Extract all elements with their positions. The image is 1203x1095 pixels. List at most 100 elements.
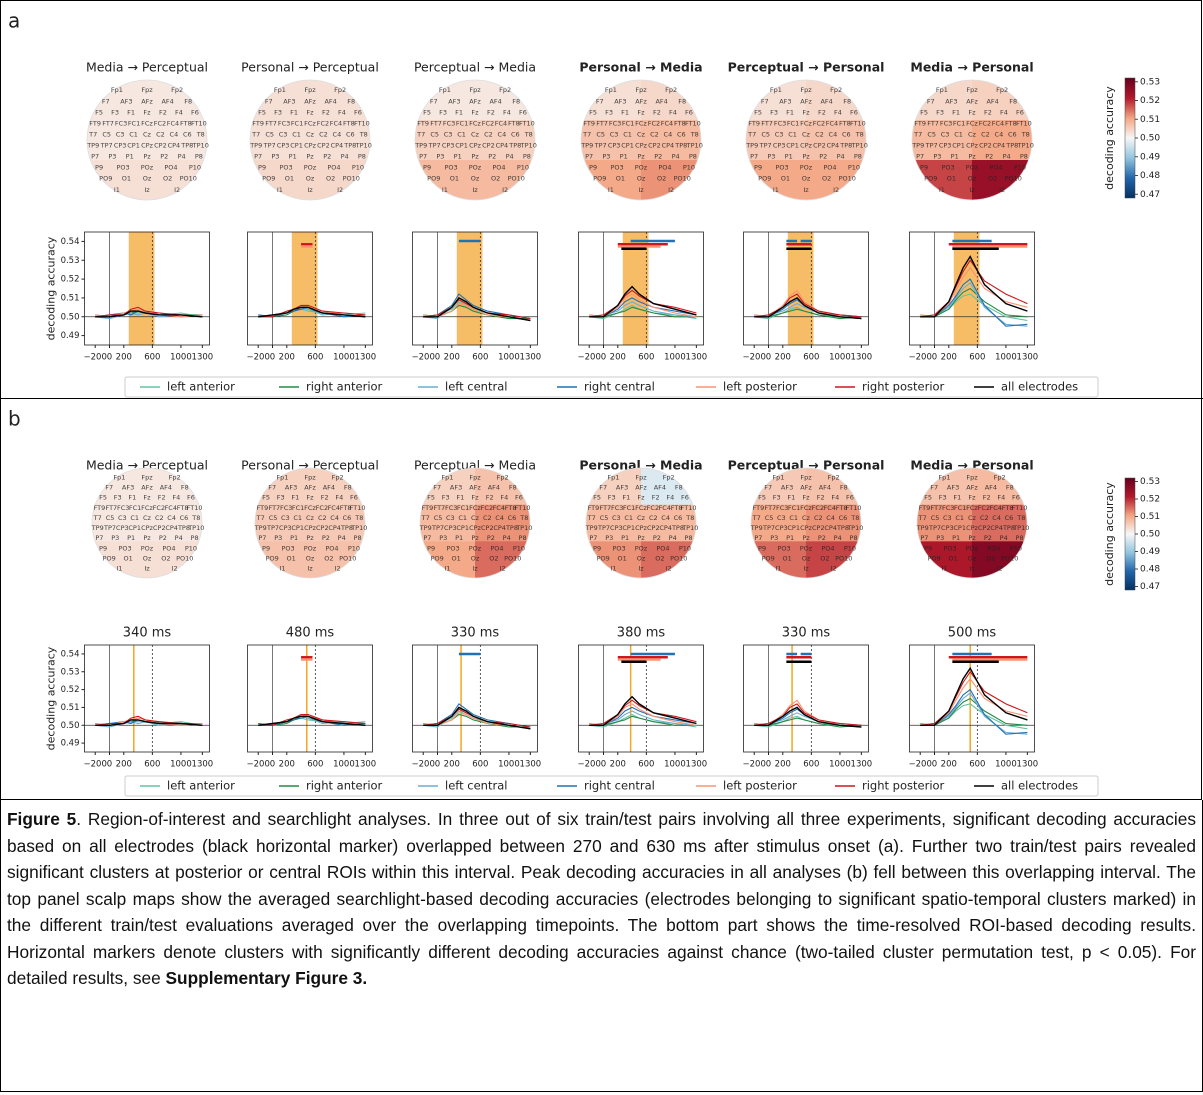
roi-region bbox=[420, 504, 475, 542]
electrode-label: F2 bbox=[158, 494, 166, 502]
electrode-label: F4 bbox=[335, 494, 343, 502]
electrode-label: P9 bbox=[427, 544, 435, 552]
series-line bbox=[258, 715, 366, 726]
electrode-label: F8 bbox=[840, 483, 848, 491]
electrode-label: F6 bbox=[685, 108, 693, 116]
electrode-label: F2 bbox=[652, 494, 660, 502]
electrode-label: FC2 bbox=[153, 504, 165, 512]
electrode-label: O1 bbox=[285, 175, 294, 183]
y-tick-label: 0.54 bbox=[61, 237, 80, 247]
electrode-label: Cz bbox=[637, 130, 646, 138]
roi-region bbox=[475, 120, 535, 161]
electrode-label: PO3 bbox=[610, 164, 623, 172]
electrode-label: Fz bbox=[306, 494, 314, 502]
electrode-label: FCz bbox=[966, 504, 978, 512]
colorbar bbox=[1124, 77, 1136, 199]
x-tick-label: 0 bbox=[270, 760, 275, 770]
electrode-label: T7 bbox=[93, 514, 102, 522]
electrode-label: P8 bbox=[354, 534, 362, 542]
series-line bbox=[589, 304, 697, 320]
electrode-label: Pz bbox=[306, 534, 314, 542]
electrode-label: C3 bbox=[777, 514, 786, 522]
electrode-label: PO10 bbox=[343, 175, 360, 183]
electrode-label: Pz bbox=[637, 534, 645, 542]
electrode-label: C3 bbox=[279, 130, 288, 138]
electrode-label: I2 bbox=[833, 186, 839, 194]
electrode-label: I2 bbox=[831, 565, 837, 573]
roi-region bbox=[917, 504, 972, 542]
electrode-label: Pz bbox=[968, 534, 976, 542]
electrode-label: FT8 bbox=[505, 504, 517, 512]
electrode-label: FT7 bbox=[599, 504, 611, 512]
x-tick-label: −200 bbox=[84, 760, 107, 770]
map-title: Personal → Media bbox=[579, 60, 702, 75]
electrode-label: P3 bbox=[439, 534, 447, 542]
electrode-label: TP9 bbox=[414, 142, 427, 150]
electrode-label: P4 bbox=[341, 153, 349, 161]
electrode-label: POz bbox=[800, 544, 813, 552]
x-tick-label: 600 bbox=[307, 353, 323, 363]
electrode-label: P8 bbox=[1016, 534, 1024, 542]
roi-region bbox=[310, 504, 365, 542]
electrode-label: P3 bbox=[770, 534, 778, 542]
electrode-label: F2 bbox=[486, 494, 494, 502]
electrode-label: P4 bbox=[1003, 153, 1011, 161]
electrode-label: O2 bbox=[988, 175, 997, 183]
electrode-label: FT7 bbox=[761, 119, 773, 127]
series-line bbox=[589, 285, 697, 318]
electrode-label: TP7 bbox=[925, 142, 938, 150]
electrode-label: C1 bbox=[129, 130, 138, 138]
electrode-label: I1 bbox=[939, 186, 945, 194]
electrode-label: FC4 bbox=[661, 119, 673, 127]
electrode-label: Fpz bbox=[469, 86, 481, 94]
electrode-label: PO4 bbox=[656, 544, 669, 552]
electrode-label: F4 bbox=[997, 494, 1005, 502]
electrode-label: P9 bbox=[99, 544, 107, 552]
electrode-label: F1 bbox=[952, 108, 960, 116]
electrode-label: P2 bbox=[488, 153, 496, 161]
x-tick-label: −200 bbox=[247, 353, 270, 363]
electrode-label: Oz bbox=[802, 555, 811, 563]
electrode-label: CP2 bbox=[813, 142, 826, 150]
electrode-label: F6 bbox=[515, 494, 523, 502]
electrode-label: PO4 bbox=[164, 164, 177, 172]
electrode-label: TP7 bbox=[266, 524, 279, 532]
electrode-label: AF4 bbox=[986, 97, 998, 105]
y-tick-label: 0.54 bbox=[61, 649, 80, 659]
electrode-label: Iz bbox=[638, 186, 644, 194]
roi-region bbox=[415, 120, 475, 161]
electrode-label: O2 bbox=[822, 175, 831, 183]
electrode-label: PO10 bbox=[839, 175, 856, 183]
plot bbox=[909, 232, 1035, 345]
electrode-label: FC1 bbox=[457, 504, 469, 512]
x-tick-label: 1300 bbox=[686, 353, 708, 363]
x-tick-label: 1000 bbox=[995, 760, 1017, 770]
series-line bbox=[920, 287, 1028, 318]
electrode-label: FT9 bbox=[583, 119, 595, 127]
electrode-label: P7 bbox=[254, 153, 262, 161]
electrode-label: F6 bbox=[519, 108, 527, 116]
electrode-label: Fz bbox=[306, 108, 314, 116]
electrode-label: Pz bbox=[802, 153, 810, 161]
electrode-label: Iz bbox=[969, 565, 975, 573]
electrode-label: I1 bbox=[608, 186, 614, 194]
electrode-label: P7 bbox=[916, 153, 924, 161]
electrode-label: F3 bbox=[605, 108, 613, 116]
electrode-label: Fpz bbox=[800, 86, 812, 94]
electrode-label: P10 bbox=[513, 544, 525, 552]
electrode-label: T7 bbox=[256, 514, 265, 522]
interval bbox=[622, 232, 649, 345]
electrode-label: CP3 bbox=[608, 142, 621, 150]
series-line bbox=[423, 706, 531, 730]
x-tick-label: 200 bbox=[610, 353, 626, 363]
y-tick-label: 0.52 bbox=[61, 685, 80, 695]
electrode-label: P8 bbox=[191, 534, 199, 542]
electrode-label: P7 bbox=[750, 153, 758, 161]
legend-label: right posterior bbox=[862, 380, 945, 394]
electrode-label: CP3 bbox=[939, 142, 952, 150]
electrode-label: AF4 bbox=[655, 97, 667, 105]
electrode-label: FC2 bbox=[812, 504, 824, 512]
electrode-label: C2 bbox=[980, 514, 989, 522]
x-tick-label: 1000 bbox=[829, 353, 851, 363]
map-title: Media → Perceptual bbox=[86, 458, 208, 473]
